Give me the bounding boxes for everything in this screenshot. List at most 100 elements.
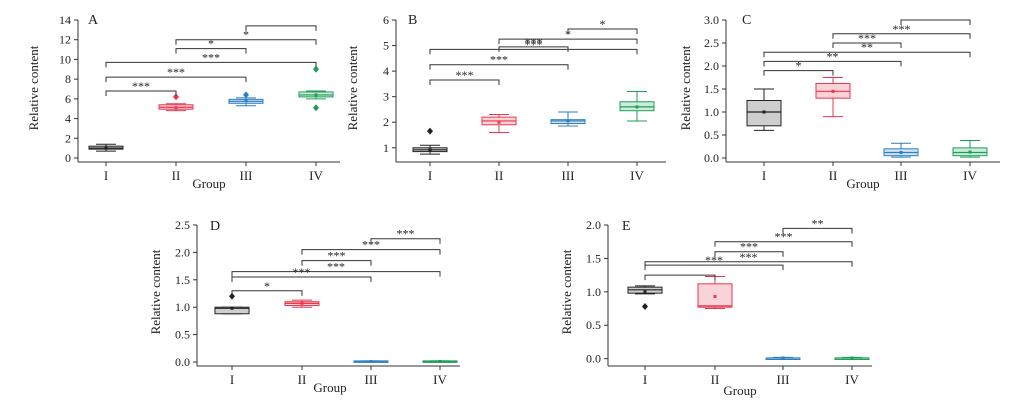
y-axis-title: Relative content (345, 45, 360, 130)
outlier-point (173, 93, 179, 101)
y-tick-label: 10 (59, 52, 71, 66)
significance-label: ** (861, 40, 873, 54)
bracket-line (301, 249, 441, 255)
y-tick-label: 3.0 (704, 13, 719, 27)
y-tick-label: 0 (65, 151, 71, 165)
y-tick-label: 2.0 (175, 245, 190, 259)
y-tick-label: 4 (383, 64, 389, 78)
bracket-line (175, 39, 317, 45)
y-tick-label: 0.5 (586, 318, 601, 332)
significance-bracket: *** (370, 227, 441, 244)
significance-bracket: * (763, 59, 834, 76)
significance-label: *** (740, 240, 758, 254)
mean-marker (314, 93, 318, 97)
significance-label: * (565, 27, 571, 41)
mean-marker (428, 148, 432, 152)
significance-bracket: ** (763, 40, 971, 58)
panel-label: B (408, 13, 417, 28)
significance-bracket: ** (782, 216, 853, 234)
significance-bracket: *** (644, 250, 853, 267)
mean-marker (635, 105, 639, 109)
significance-label: *** (775, 230, 793, 244)
bracket-line (763, 70, 834, 76)
panel-label: D (210, 219, 220, 234)
bracket-line (782, 227, 853, 234)
box-ii (697, 275, 733, 310)
x-tick-label: IV (433, 372, 447, 387)
y-tick-label: 1.0 (704, 105, 719, 119)
significance-label: *** (202, 50, 220, 64)
y-tick-label: 0.0 (704, 151, 719, 165)
box-iv (834, 356, 870, 360)
bracket-line (644, 264, 784, 271)
mean-marker (369, 359, 373, 363)
x-tick-label: II (711, 372, 720, 387)
bracket-line (644, 261, 853, 267)
bracket-line (644, 274, 716, 281)
significance-label: *** (167, 65, 185, 79)
significance-bracket: *** (105, 50, 317, 68)
significance-bracket (245, 25, 317, 31)
bracket-line (301, 260, 372, 266)
y-tick-label: 1.0 (175, 300, 190, 314)
y-tick-label: 1 (383, 141, 389, 155)
bracket-line (498, 38, 638, 45)
bracket-line (429, 79, 500, 86)
y-tick-label: 5 (383, 39, 389, 53)
mean-marker (831, 89, 835, 93)
y-axis-title: Relative content (26, 45, 41, 130)
significance-label: * (208, 37, 214, 51)
significance-label: *** (327, 260, 345, 274)
significance-label: ** (812, 216, 824, 230)
y-tick-label: 2.5 (175, 218, 190, 232)
bracket-line (105, 90, 177, 96)
x-tick-label: II (829, 168, 838, 183)
significance-bracket (900, 19, 971, 25)
x-tick-label: IV (309, 168, 323, 183)
significance-bracket: *** (832, 31, 902, 48)
bracket-line (231, 276, 372, 283)
y-tick-label: 1.5 (175, 273, 190, 287)
x-tick-label: IV (963, 168, 977, 183)
box-i (214, 292, 250, 315)
box-i (412, 127, 448, 155)
box-iv (619, 91, 655, 122)
y-tick-label: 14 (59, 13, 71, 27)
significance-bracket: *** (644, 253, 784, 271)
y-tick-label: 0.5 (704, 128, 719, 142)
significance-bracket (644, 274, 716, 281)
significance-bracket: *** (105, 65, 247, 83)
x-axis-title: Group (846, 176, 879, 191)
significance-bracket: *** (231, 260, 441, 277)
significance-bracket: *** (429, 53, 569, 70)
significance-bracket: *** (498, 35, 569, 52)
significance-bracket: * (498, 27, 638, 45)
panel-d: 0.00.51.01.52.02.5I II III IVGroupRelative … (148, 218, 460, 395)
significance-label: *** (397, 227, 415, 241)
mean-marker (174, 106, 178, 110)
x-tick-label: III (240, 168, 253, 183)
y-tick-label: 2.0 (704, 59, 719, 73)
box-iii (765, 356, 801, 360)
x-tick-label: III (777, 372, 790, 387)
box-ii (158, 93, 194, 112)
box-ii (815, 77, 851, 118)
significance-label: *** (362, 238, 380, 252)
box-ii (284, 299, 320, 308)
significance-bracket: ** (763, 49, 902, 67)
y-tick-label: 12 (59, 33, 71, 47)
y-tick-label: 2.5 (704, 36, 719, 50)
bracket-line (370, 238, 441, 244)
panel-label: E (622, 219, 631, 234)
x-tick-label: II (495, 168, 504, 183)
box-iii (550, 111, 586, 127)
significance-label: *** (132, 79, 150, 93)
y-tick-label: 6 (383, 13, 389, 27)
mean-marker (850, 356, 854, 360)
significance-label: ** (827, 49, 839, 63)
significance-bracket: *** (429, 37, 638, 55)
